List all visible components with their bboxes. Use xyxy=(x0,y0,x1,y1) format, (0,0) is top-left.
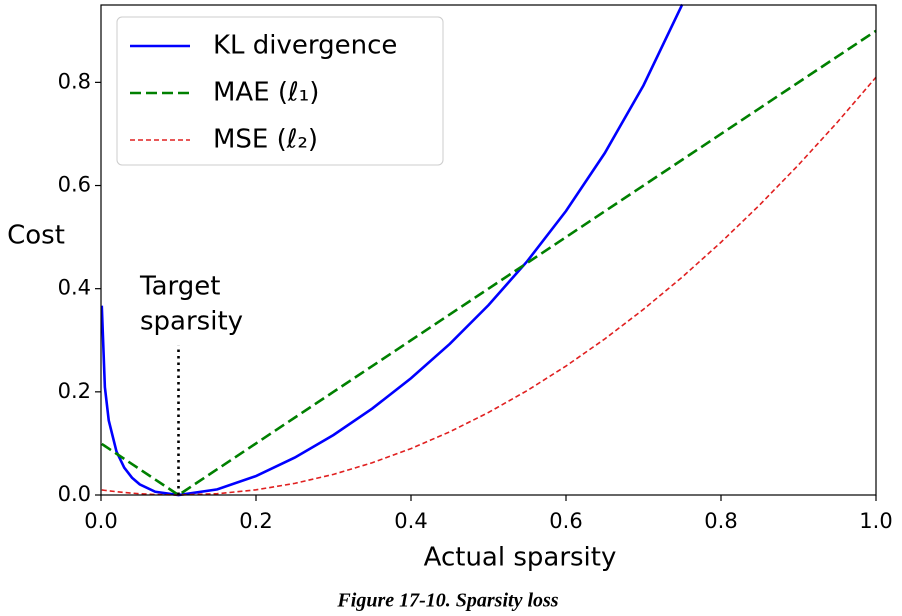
x-tick-label: 0.8 xyxy=(704,509,737,533)
annotation: sparsity xyxy=(140,307,243,337)
x-axis-label: Actual sparsity xyxy=(424,543,617,573)
x-tick-label: 0.4 xyxy=(394,509,427,533)
y-axis-label: Cost xyxy=(7,221,65,251)
y-tick-label: 0.6 xyxy=(58,173,91,197)
series-line xyxy=(101,29,877,497)
legend-label: KL divergence xyxy=(213,31,397,61)
y-tick-label: 0.2 xyxy=(58,379,91,403)
legend-label: MSE (ℓ₂) xyxy=(213,125,318,155)
series-line xyxy=(101,76,877,496)
x-tick-label: 0.6 xyxy=(549,509,582,533)
y-tick-label: 0.0 xyxy=(58,482,91,506)
x-tick-label: 0.2 xyxy=(239,509,272,533)
legend-label: MAE (ℓ₁) xyxy=(213,78,319,108)
legend-box xyxy=(116,16,444,166)
annotation: Target xyxy=(139,272,220,302)
x-tick-label: 0.0 xyxy=(84,509,117,533)
y-tick-label: 0.4 xyxy=(58,276,91,300)
series-line xyxy=(100,3,684,497)
caption: Figure 17-10. Sparsity loss xyxy=(336,590,558,612)
y-tick-label: 0.8 xyxy=(58,69,91,93)
x-tick-label: 1.0 xyxy=(859,509,892,533)
plot-frame xyxy=(100,4,877,496)
